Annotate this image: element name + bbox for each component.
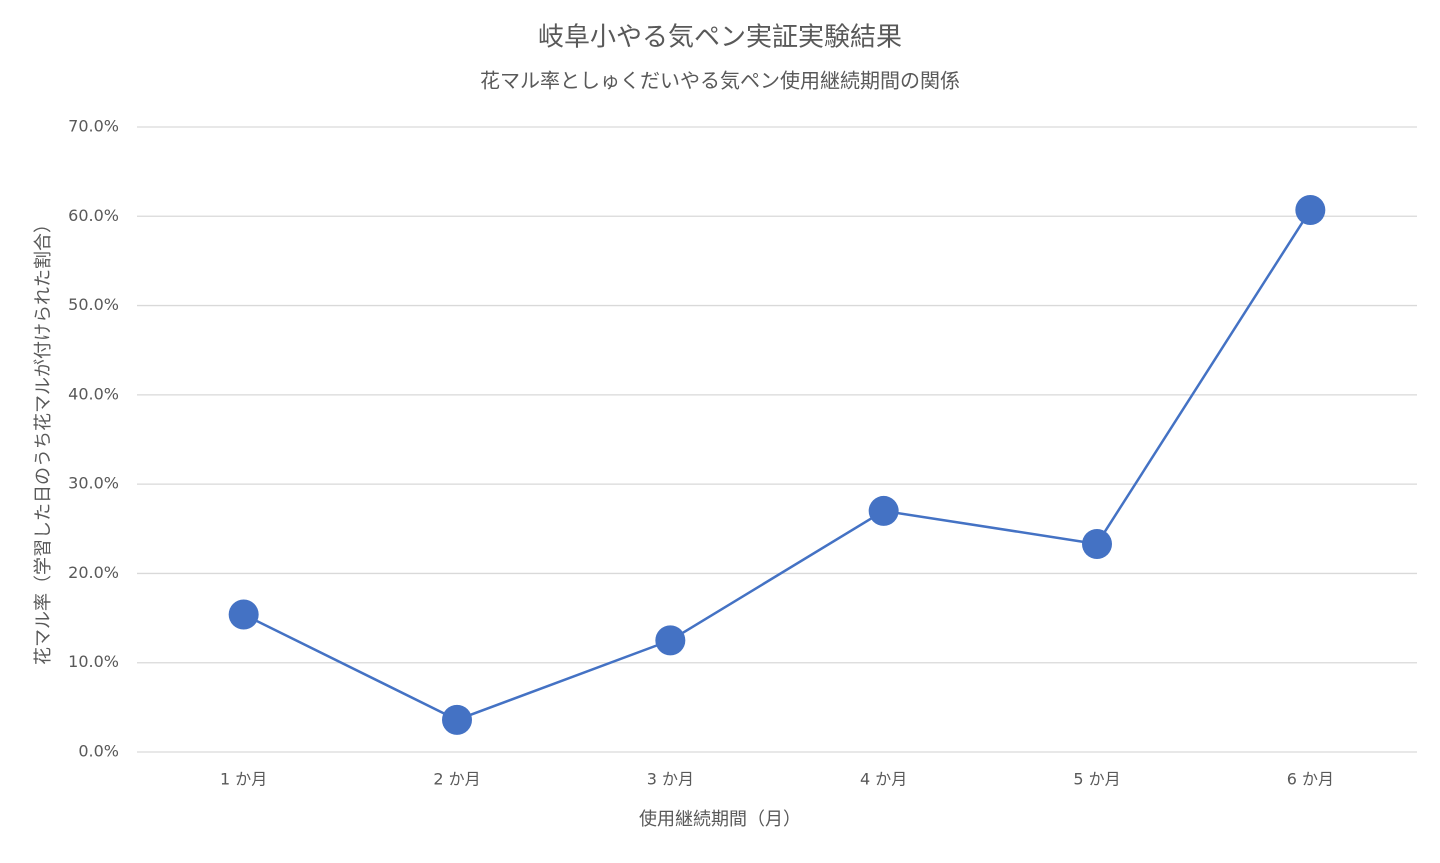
y-tick-label: 0.0% bbox=[78, 742, 119, 761]
data-point bbox=[228, 599, 259, 630]
x-tick-label: 2 か月 bbox=[433, 770, 480, 789]
x-axis-label: 使用継続期間（月） bbox=[639, 809, 801, 830]
y-tick-label: 30.0% bbox=[68, 474, 119, 493]
y-tick-label: 20.0% bbox=[68, 563, 119, 582]
x-tick-label: 3 か月 bbox=[647, 770, 694, 789]
x-tick-label: 5 か月 bbox=[1073, 770, 1120, 789]
y-tick-label: 40.0% bbox=[68, 384, 119, 403]
y-axis-label: 花マル率（学習した日のうち花マルが付けられた割合） bbox=[33, 215, 54, 665]
data-point bbox=[868, 495, 899, 526]
y-tick-label: 70.0% bbox=[68, 117, 119, 136]
x-tick-label: 6 か月 bbox=[1287, 770, 1334, 789]
x-tick-label: 1 か月 bbox=[220, 770, 267, 789]
data-point bbox=[655, 625, 686, 656]
data-point bbox=[1295, 195, 1326, 226]
y-tick-label: 10.0% bbox=[68, 652, 119, 671]
y-tick-label: 60.0% bbox=[68, 206, 119, 225]
x-tick-label: 4 か月 bbox=[860, 770, 907, 789]
data-point bbox=[1082, 528, 1112, 559]
chart-subtitle: 花マル率としゅくだいやる気ペン使用継続期間の関係 bbox=[480, 69, 960, 93]
chart-title: 岐阜小やる気ペン実証実験結果 bbox=[538, 23, 902, 53]
y-tick-label: 50.0% bbox=[68, 295, 119, 314]
series-line bbox=[243, 209, 1312, 722]
data-point bbox=[442, 704, 472, 735]
